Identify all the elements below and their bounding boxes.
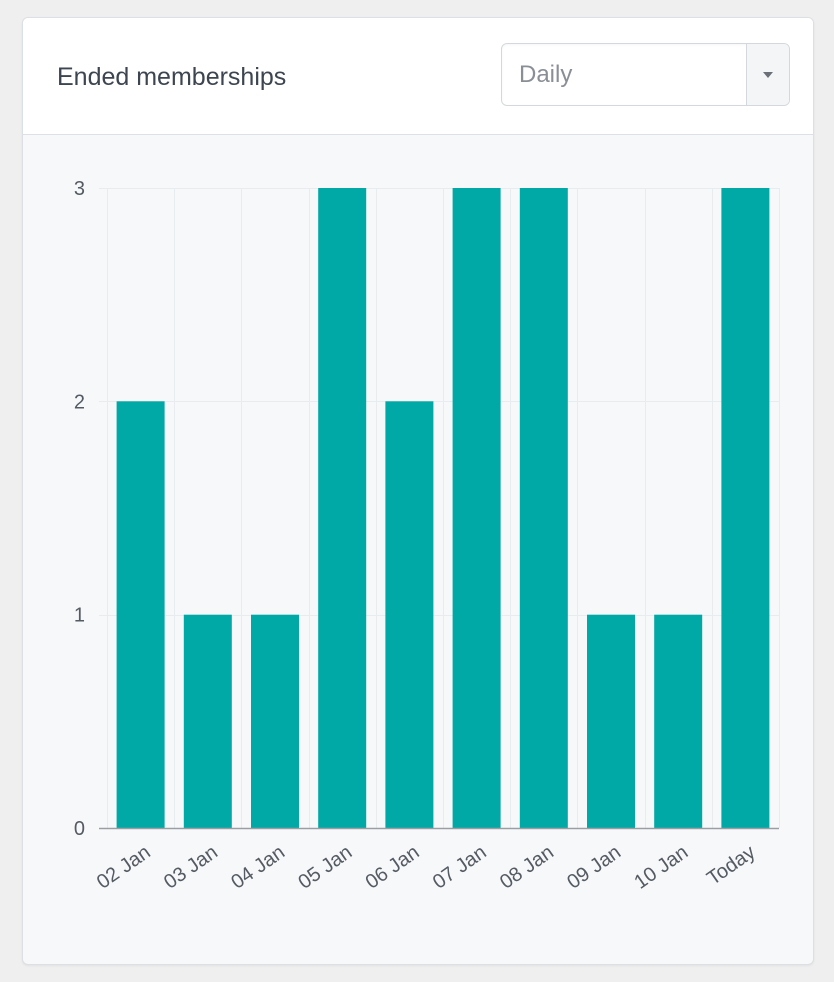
bar (251, 614, 299, 828)
bar (654, 614, 703, 828)
period-select[interactable]: Daily (501, 43, 790, 106)
ended-memberships-card: Ended memberships Daily 0 1 2 3 02 Jan 03 Jan… (22, 17, 814, 965)
bar (318, 188, 367, 828)
period-select-toggle[interactable] (746, 44, 789, 105)
x-tick-label: 09 Jan (563, 841, 625, 893)
card-title: Ended memberships (57, 63, 287, 91)
bar (183, 614, 232, 828)
y-tick-label: 3 (74, 178, 85, 200)
x-tick-label: 04 Jan (227, 841, 289, 893)
y-tick-label: 1 (74, 605, 85, 627)
y-tick-label: 2 (74, 391, 85, 413)
x-tick-label: 06 Jan (362, 841, 424, 893)
bar (587, 614, 635, 828)
bar (519, 188, 568, 828)
x-tick-label: 02 Jan (93, 841, 155, 893)
x-tick-label: 05 Jan (294, 841, 356, 893)
bar (452, 188, 501, 828)
x-tick-label: Today (703, 841, 759, 890)
bars (116, 188, 770, 828)
x-tick-label: 10 Jan (630, 841, 692, 893)
y-tick-label: 0 (74, 818, 85, 840)
period-select-value: Daily (519, 61, 573, 88)
caret-down-icon (763, 72, 773, 78)
bar (116, 401, 165, 828)
card-header: Ended memberships Daily (23, 18, 813, 135)
x-tick-label: 07 Jan (429, 841, 491, 893)
bar (385, 401, 434, 828)
bar (721, 188, 770, 828)
x-tick-label: 03 Jan (160, 841, 222, 893)
bar-chart: 0 1 2 3 02 Jan 03 Jan 04 Jan 05 Jan 06 Jan 07 Jan… (74, 178, 780, 894)
x-tick-label: 08 Jan (496, 841, 558, 893)
